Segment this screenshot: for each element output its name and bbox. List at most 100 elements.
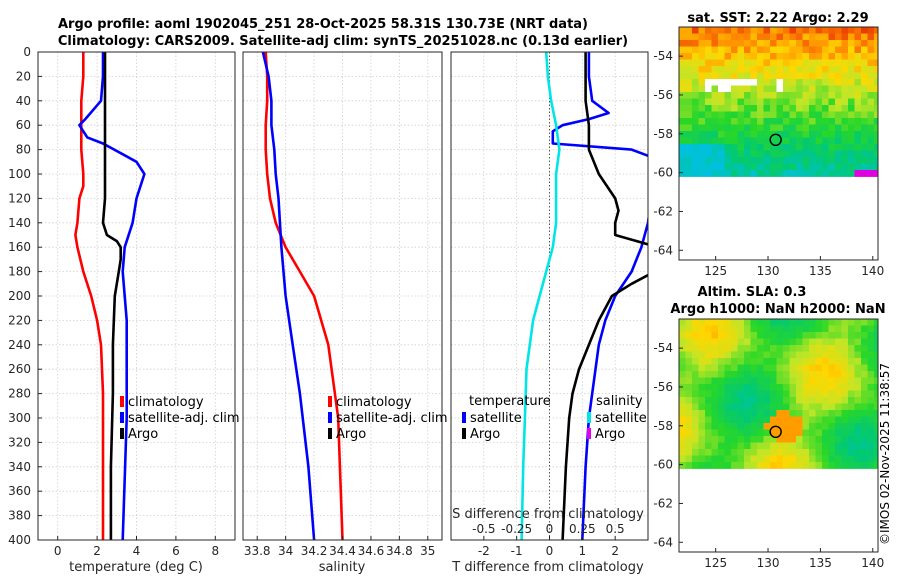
heatmap-cell — [861, 442, 868, 450]
heatmap-cell — [705, 92, 712, 99]
heatmap-cell — [789, 105, 797, 112]
x-tick-label: 8 — [211, 544, 219, 558]
heatmap-cell — [789, 150, 797, 158]
heatmap-cell — [802, 397, 810, 404]
heatmap-cell — [750, 325, 758, 333]
heatmap-cell — [679, 462, 686, 469]
heatmap-cell — [685, 390, 693, 398]
heatmap-cell — [796, 371, 803, 378]
heatmap-cell — [867, 371, 875, 378]
heatmap-cell — [763, 105, 771, 112]
heatmap-cell — [854, 358, 862, 365]
heatmap-cell — [828, 105, 836, 112]
heatmap-cell — [698, 390, 706, 398]
heatmap-cell — [724, 105, 732, 112]
lon-tick-label: 140 — [861, 556, 884, 570]
heatmap-cell — [835, 390, 842, 398]
heatmap-cell — [867, 410, 875, 417]
heatmap-cell — [815, 33, 823, 41]
heatmap-cell — [737, 442, 745, 450]
heatmap-cell — [692, 131, 699, 138]
heatmap-cell — [867, 423, 875, 430]
heatmap-cell — [815, 118, 823, 125]
heatmap-cell — [822, 423, 829, 430]
heatmap-cell — [757, 33, 764, 41]
heatmap-cell — [828, 371, 836, 378]
heatmap-cell — [718, 358, 725, 365]
heatmap-cell — [789, 345, 797, 352]
heatmap-cell — [854, 397, 862, 404]
heatmap-cell — [841, 111, 849, 119]
heatmap-cell — [796, 351, 803, 359]
heatmap-cell — [822, 449, 829, 456]
heatmap-cell — [828, 462, 836, 469]
heatmap-cell — [750, 118, 758, 125]
heatmap-cell — [724, 384, 732, 391]
heatmap-cell — [750, 390, 758, 398]
heatmap-cell — [679, 358, 686, 365]
heatmap-cell — [750, 137, 758, 145]
heatmap-cell — [757, 462, 764, 469]
heatmap-cell — [802, 59, 810, 67]
heatmap-cell — [763, 462, 771, 469]
heatmap-cell — [679, 332, 686, 339]
heatmap-cell — [711, 364, 719, 372]
heatmap-cell — [737, 40, 745, 47]
heatmap-cell — [783, 46, 790, 54]
heatmap-cell — [724, 111, 732, 119]
heatmap-cell — [718, 462, 725, 469]
heatmap-cell — [737, 384, 745, 391]
heatmap-cell — [718, 170, 725, 177]
heatmap-cell — [737, 66, 745, 73]
heatmap-cell — [718, 92, 725, 99]
heatmap-cell — [776, 416, 784, 424]
heatmap-cell — [711, 358, 719, 365]
heatmap-cell — [874, 332, 878, 339]
heatmap-cell — [861, 436, 868, 443]
heatmap-cell — [828, 137, 836, 145]
heatmap-cell — [809, 358, 816, 365]
heatmap-cell — [770, 410, 777, 417]
x-tick-label: 2 — [93, 544, 101, 558]
heatmap-cell — [802, 118, 810, 125]
heatmap-cell — [776, 150, 784, 158]
heatmap-cell — [737, 85, 745, 93]
heatmap-cell — [802, 85, 810, 93]
heatmap-cell — [724, 137, 732, 145]
heatmap-cell — [828, 98, 836, 106]
heatmap-cell — [867, 390, 875, 398]
lon-tick-label: 130 — [757, 556, 780, 570]
heatmap-cell — [789, 371, 797, 378]
heatmap-cell — [698, 46, 706, 54]
heatmap-cell — [822, 351, 829, 359]
heatmap-cell — [841, 364, 849, 372]
heatmap-cell — [848, 66, 855, 73]
heatmap-cell — [737, 423, 745, 430]
heatmap-cell — [685, 455, 693, 463]
heatmap-cell — [796, 325, 803, 333]
heatmap-cell — [841, 449, 849, 456]
heatmap-cell — [770, 332, 777, 339]
heatmap-cell — [789, 429, 797, 437]
heatmap-cell — [770, 59, 777, 67]
heatmap-cell — [750, 429, 758, 437]
heatmap-cell — [698, 416, 706, 424]
heatmap-cell — [802, 131, 810, 138]
heatmap-cell — [731, 345, 738, 352]
heatmap-cell — [692, 319, 699, 326]
heatmap-cell — [692, 124, 699, 132]
heatmap-cell — [815, 131, 823, 138]
heatmap-cell — [724, 455, 732, 463]
heatmap-cell — [737, 429, 745, 437]
heatmap-cell — [835, 416, 842, 424]
heatmap-cell — [724, 79, 732, 86]
heatmap-cell — [776, 131, 784, 138]
heatmap-cell — [802, 351, 810, 359]
heatmap-cell — [815, 144, 823, 151]
heatmap-cell — [809, 397, 816, 404]
heatmap-cell — [874, 371, 878, 378]
heatmap-cell — [809, 170, 816, 177]
heatmap-cell — [737, 371, 745, 378]
heatmap-cell — [867, 384, 875, 391]
heatmap-cell — [757, 85, 764, 93]
